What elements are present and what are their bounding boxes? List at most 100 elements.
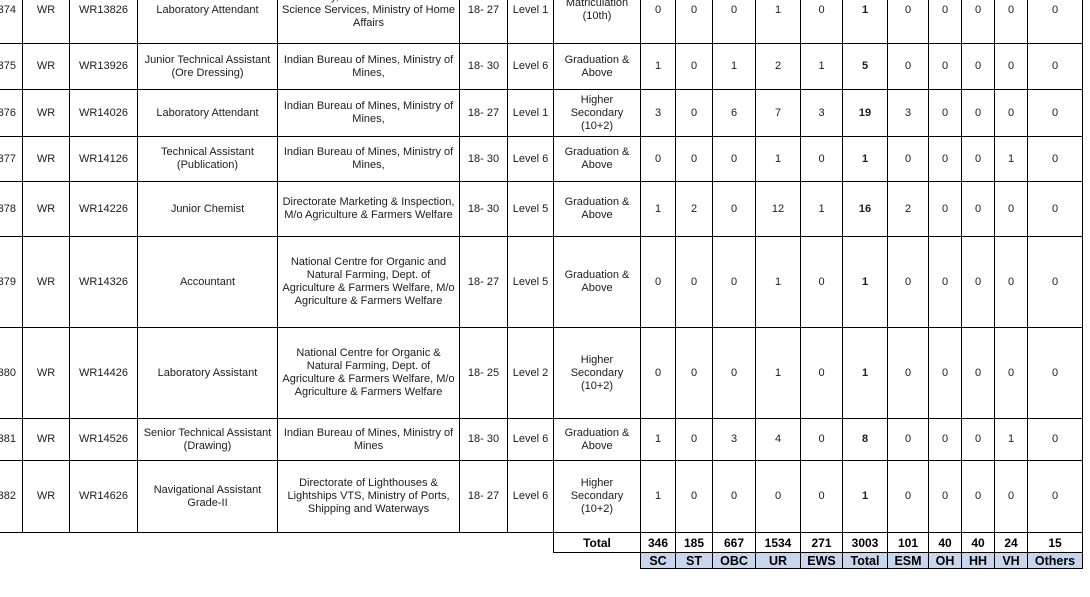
value-esm: 0 <box>887 0 929 44</box>
serial-cell: 376 <box>0 89 23 137</box>
value-esm: 0 <box>887 43 929 90</box>
post-code-cell: WR14226 <box>69 181 138 237</box>
table-row: 375 WR WR13926 Junior Technical Assistan… <box>0 43 1083 90</box>
age-cell: 18- 27 <box>459 460 508 533</box>
header-others: Others <box>1027 552 1083 569</box>
post-code-cell: WR13826 <box>69 0 138 44</box>
total-total: 3003 <box>842 532 888 553</box>
value-hh: 0 <box>961 89 995 137</box>
total-others: 15 <box>1027 532 1083 553</box>
value-others: 0 <box>1027 181 1083 237</box>
value-total: 1 <box>842 136 888 182</box>
value-esm: 2 <box>887 181 929 237</box>
table-row: 378 WR WR14226 Junior Chemist Directorat… <box>0 181 1083 237</box>
serial-number: 376 <box>0 106 16 119</box>
header-oh: OH <box>928 552 962 569</box>
value-ur: 4 <box>755 418 801 461</box>
serial-number: 382 <box>0 490 16 502</box>
age-cell: 18- 25 <box>459 327 508 419</box>
value-obc: 0 <box>712 181 756 237</box>
value-ur: 1 <box>755 327 801 419</box>
category-header-row: SC ST OBC UR EWS Total ESM OH HH VH Othe… <box>0 552 1083 569</box>
post-name-cell: Junior Technical Assistant (Ore Dressing… <box>137 43 278 90</box>
value-ews: 1 <box>800 43 843 90</box>
header-ews: EWS <box>800 552 843 569</box>
post-name-cell: Laboratory Attendant <box>137 0 278 44</box>
value-sc: 3 <box>640 89 676 137</box>
value-vh: 1 <box>994 136 1028 182</box>
value-total: 1 <box>842 236 888 328</box>
pay-level-cell: Level 5 <box>507 181 554 237</box>
value-oh: 0 <box>928 236 962 328</box>
serial-number: 375 <box>0 60 16 72</box>
pay-level-cell: Level 6 <box>507 136 554 182</box>
value-sc: 1 <box>640 418 676 461</box>
table-row: 382 WR WR14626 Navigational Assistant Gr… <box>0 460 1083 533</box>
value-vh: 1 <box>994 418 1028 461</box>
empty-cell <box>70 553 138 569</box>
value-oh: 0 <box>928 327 962 419</box>
serial-number: 379 <box>0 275 16 288</box>
total-ur: 1534 <box>755 532 801 553</box>
serial-cell: 379 <box>0 236 23 328</box>
value-sc: 1 <box>640 43 676 90</box>
qualification-cell: Higher Secondary (10+2) <box>553 89 641 137</box>
department-cell: National Centre for Organic and Natural … <box>277 236 460 328</box>
serial-number: 381 <box>0 433 16 445</box>
value-ews: 0 <box>800 460 843 533</box>
header-hh: HH <box>961 552 995 569</box>
serial-cell: 377 <box>0 136 23 182</box>
post-code-cell: WR13926 <box>69 43 138 90</box>
value-esm: 0 <box>887 136 929 182</box>
table-row: 377 WR WR14126 Technical Assistant (Publ… <box>0 136 1083 182</box>
value-ur: 1 <box>755 136 801 182</box>
value-esm: 0 <box>887 236 929 328</box>
value-esm: 0 <box>887 418 929 461</box>
value-total: 1 <box>842 460 888 533</box>
value-ur: 1 <box>755 0 801 44</box>
value-vh: 0 <box>994 0 1028 44</box>
department-cell: Directorate of Lighthouses & Lightships … <box>277 460 460 533</box>
qualification-cell: Graduation & Above <box>553 418 641 461</box>
value-sc: 1 <box>640 460 676 533</box>
post-name-cell: Laboratory Assistant <box>137 327 278 419</box>
value-others: 0 <box>1027 0 1083 44</box>
region-cell: WR <box>22 236 70 328</box>
table-row: 379 WR WR14326 Accountant National Centr… <box>0 236 1083 328</box>
value-vh: 0 <box>994 327 1028 419</box>
department-cell: Indian Bureau of Mines, Ministry of Mine… <box>277 136 460 182</box>
value-others: 0 <box>1027 460 1083 533</box>
age-cell: 18- 30 <box>459 418 508 461</box>
pay-level-cell: Level 1 <box>507 0 554 44</box>
value-obc: 0 <box>712 460 756 533</box>
total-label: Total <box>553 532 641 553</box>
value-obc: 3 <box>712 418 756 461</box>
table-row: 380 WR WR14426 Laboratory Assistant Nati… <box>0 327 1083 419</box>
department-cell: Laboratory, Directorate of Forensic Scie… <box>277 0 460 44</box>
value-oh: 0 <box>928 418 962 461</box>
empty-cell <box>23 553 70 569</box>
empty-cell <box>508 533 554 553</box>
department-cell: Directorate Marketing & Inspection, M/o … <box>277 181 460 237</box>
serial-number: 380 <box>0 366 16 379</box>
age-cell: 18- 30 <box>459 181 508 237</box>
post-code-cell: WR14626 <box>69 460 138 533</box>
total-ews: 271 <box>800 532 843 553</box>
age-cell: 18- 30 <box>459 43 508 90</box>
post-code-cell: WR14526 <box>69 418 138 461</box>
age-cell: 18- 27 <box>459 236 508 328</box>
header-ur: UR <box>755 552 801 569</box>
empty-cell <box>0 533 23 553</box>
serial-cell: 381 <box>0 418 23 461</box>
value-st: 0 <box>675 0 713 44</box>
value-ur: 12 <box>755 181 801 237</box>
value-st: 0 <box>675 236 713 328</box>
region-cell: WR <box>22 460 70 533</box>
value-oh: 0 <box>928 89 962 137</box>
empty-cell <box>138 533 278 553</box>
value-st: 0 <box>675 43 713 90</box>
value-total: 1 <box>842 327 888 419</box>
post-name-cell: Senior Technical Assistant (Drawing) <box>137 418 278 461</box>
header-esm: ESM <box>887 552 929 569</box>
value-oh: 0 <box>928 43 962 90</box>
